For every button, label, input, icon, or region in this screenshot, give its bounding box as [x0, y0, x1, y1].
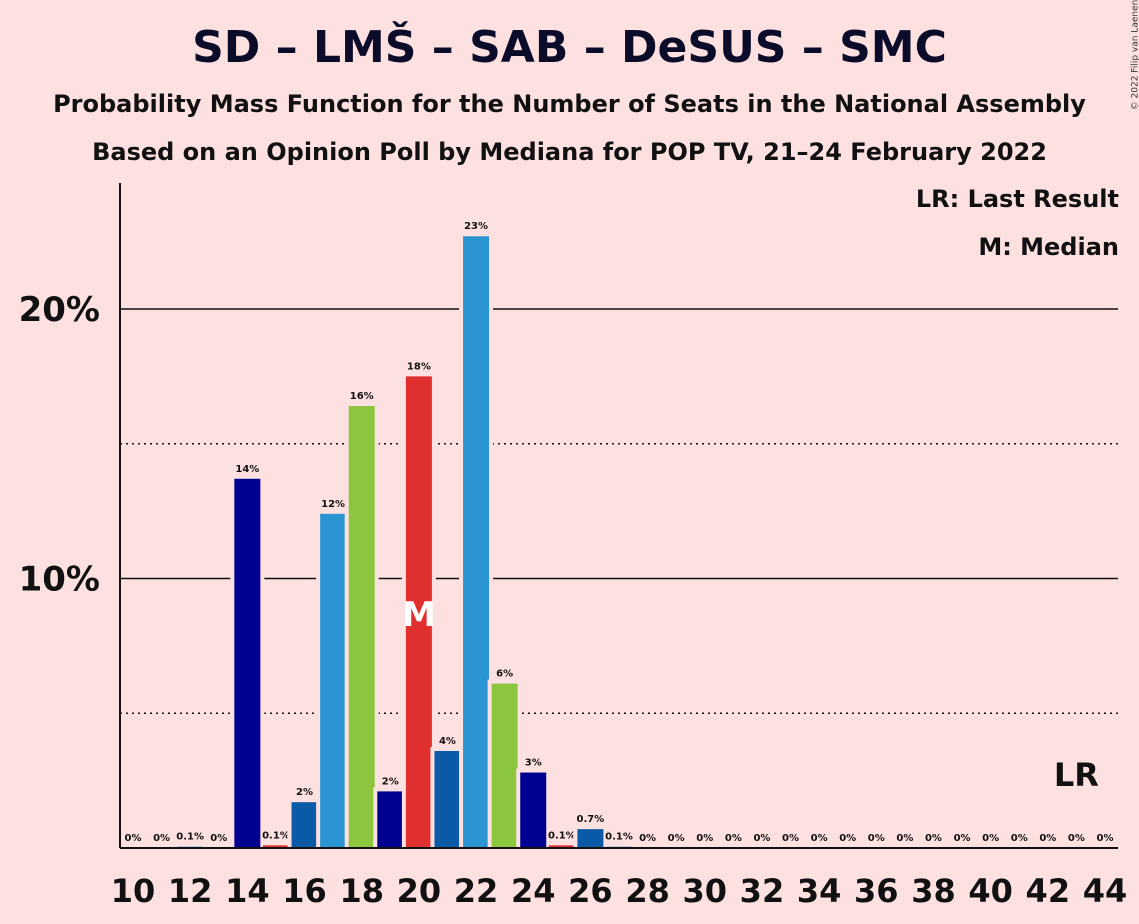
legend-last-result: LR: Last Result	[915, 185, 1119, 213]
bar-value-label: 0%	[782, 833, 799, 844]
x-tick-label: 20	[397, 872, 442, 910]
last-result-marker: LR	[1054, 756, 1099, 794]
x-tick-label: 32	[740, 872, 785, 910]
x-tick-label: 38	[911, 872, 956, 910]
bar-value-label: 0%	[696, 833, 713, 844]
bar-value-label: 0%	[982, 833, 999, 844]
bar-seat-23	[491, 683, 518, 848]
x-tick-label: 24	[511, 872, 556, 910]
bar-value-label: 0%	[668, 833, 685, 844]
x-tick-label: 42	[1026, 872, 1071, 910]
bar-value-label: 18%	[407, 361, 431, 372]
bar-seat-25	[548, 845, 575, 848]
bar-value-label: 6%	[496, 669, 513, 680]
x-tick-label: 16	[282, 872, 327, 910]
bar-value-label: 0%	[1097, 833, 1114, 844]
bar-seat-22	[463, 236, 490, 849]
x-tick-label: 10	[111, 872, 156, 910]
bar-value-label: 23%	[464, 221, 488, 232]
bar-seat-17	[320, 513, 347, 848]
x-tick-label: 28	[625, 872, 670, 910]
y-tick-label: 10%	[19, 560, 100, 600]
x-tick-label: 22	[454, 872, 499, 910]
bar-seat-16	[291, 802, 318, 848]
x-tick-label: 12	[168, 872, 213, 910]
bar-seat-14	[234, 478, 261, 848]
bar-value-label: 0.7%	[577, 814, 605, 825]
x-tick-label: 18	[339, 872, 384, 910]
bar-value-label: 2%	[296, 787, 313, 798]
bar-value-label: 0%	[925, 833, 942, 844]
bar-value-label: 2%	[382, 776, 399, 787]
x-tick-label: 36	[854, 872, 899, 910]
bar-value-label: 0%	[896, 833, 913, 844]
bar-value-label: 4%	[439, 736, 456, 747]
legend-median: M: Median	[978, 233, 1119, 261]
x-tick-label: 30	[682, 872, 727, 910]
bar-value-label: 0.1%	[176, 832, 204, 843]
bar-seat-18	[348, 406, 375, 848]
bar-value-label: 0%	[868, 833, 885, 844]
x-tick-label: 44	[1083, 872, 1128, 910]
bar-value-label: 0%	[210, 833, 227, 844]
bar-seat-15	[262, 845, 289, 848]
bar-value-label: 0%	[811, 833, 828, 844]
x-tick-label: 40	[968, 872, 1013, 910]
bar-value-label: 0%	[954, 833, 971, 844]
bar-value-label: 0%	[153, 833, 170, 844]
bar-value-label: 0.1%	[605, 832, 633, 843]
bar-seat-26	[577, 829, 604, 848]
chart-source-line: Based on an Opinion Poll by Mediana for …	[92, 138, 1047, 166]
x-tick-label: 34	[797, 872, 842, 910]
x-tick-label: 26	[568, 872, 613, 910]
bar-value-label: 12%	[321, 499, 345, 510]
bar-seat-21	[434, 750, 461, 848]
bar-value-label: 3%	[525, 758, 542, 769]
bar-value-label: 0%	[753, 833, 770, 844]
bar-seat-19	[377, 791, 404, 848]
bar-value-label: 0%	[839, 833, 856, 844]
bar-value-label: 0.1%	[548, 830, 576, 841]
y-tick-label: 20%	[19, 290, 100, 330]
bar-value-label: 14%	[235, 464, 259, 475]
bar-seat-24	[520, 772, 547, 848]
bar-value-label: 0%	[1068, 833, 1085, 844]
bar-value-label: 0%	[639, 833, 656, 844]
bar-value-label: 0%	[1011, 833, 1028, 844]
median-marker: M	[402, 595, 436, 635]
bar-seat-20	[405, 376, 432, 848]
bar-value-label: 0%	[125, 833, 142, 844]
x-tick-label: 14	[225, 872, 270, 910]
bar-value-label: 0.1%	[262, 830, 290, 841]
bar-value-label: 0%	[1039, 833, 1056, 844]
bar-value-label: 16%	[350, 391, 374, 402]
chart-subtitle: Probability Mass Function for the Number…	[53, 90, 1086, 118]
chart-title: SD – LMŠ – SAB – DeSUS – SMC	[192, 22, 947, 73]
bar-value-label: 0%	[725, 833, 742, 844]
